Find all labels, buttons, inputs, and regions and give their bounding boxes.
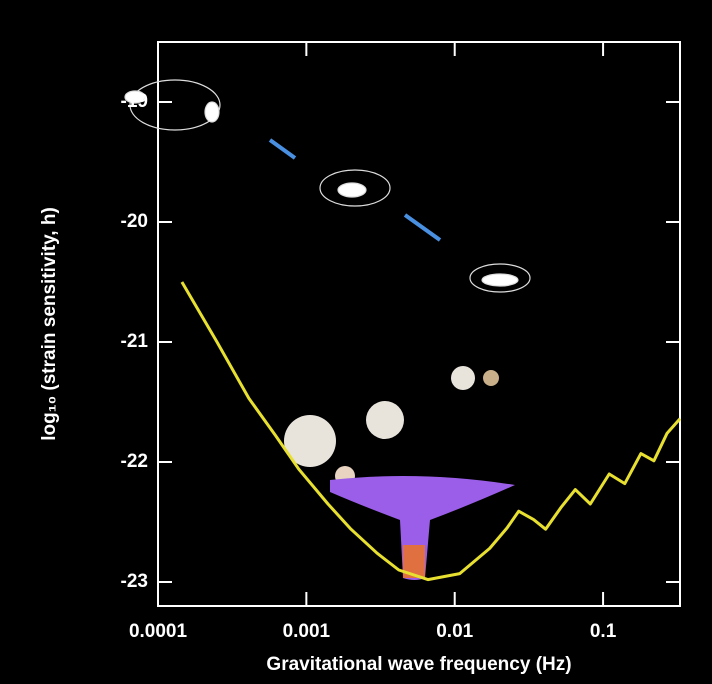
illustrations	[124, 79, 531, 580]
sensitivity-curve	[180, 281, 682, 582]
y-tick-label: -21	[121, 331, 149, 352]
y-tick-label: -19	[121, 91, 148, 112]
y-tick-label: -22	[121, 451, 148, 472]
x-axis-label: Gravitational wave frequency (Hz)	[266, 654, 571, 675]
x-tick-label: 0.1	[590, 621, 617, 642]
x-tick-label: 0.001	[283, 621, 331, 642]
x-tick-label: 0.01	[436, 621, 473, 642]
y-axis-label: log₁₀ (strain sensitivity, h)	[39, 207, 60, 441]
y-tick-label: -20	[121, 211, 148, 232]
plot-frame	[157, 41, 681, 607]
x-tick-label: 0.0001	[129, 621, 188, 642]
y-tick-label: -23	[121, 571, 148, 592]
